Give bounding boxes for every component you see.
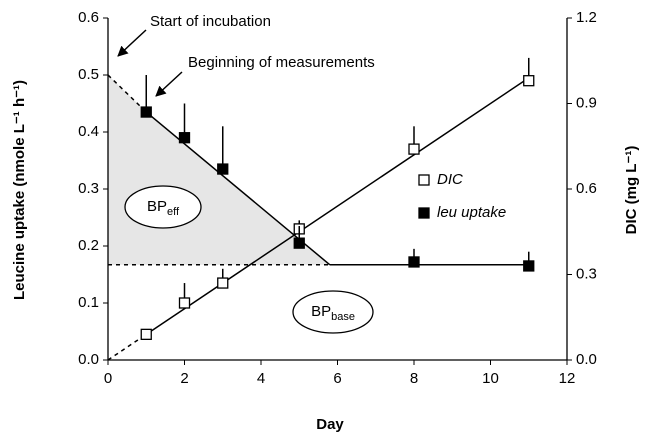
arrow: [155, 71, 183, 97]
fit-line: [107, 333, 147, 361]
x-axis-label: Day: [316, 416, 344, 433]
y2-tick-label: 0.3: [576, 265, 597, 282]
marker: [523, 260, 535, 272]
x-tick-label: 10: [482, 370, 499, 387]
y2-tick-label: 1.2: [576, 9, 597, 26]
y-axis-label: Leucine uptake (nmole L⁻¹ h⁻¹): [11, 80, 28, 300]
marker: [523, 75, 535, 87]
legend-marker: [418, 174, 430, 186]
y-tick-label: 0.0: [78, 351, 99, 368]
arrow: [117, 29, 147, 57]
marker: [217, 163, 229, 175]
x-tick-label: 4: [257, 370, 265, 387]
x-tick-label: 8: [410, 370, 418, 387]
y2-tick-label: 0.0: [576, 351, 597, 368]
legend-marker: [418, 207, 430, 219]
y-tick-label: 0.2: [78, 237, 99, 254]
annotation: Start of incubation: [150, 13, 271, 30]
annotation-main: BP: [147, 198, 167, 215]
marker: [178, 132, 191, 144]
y-tick-label: 0.1: [78, 294, 99, 311]
marker: [408, 143, 420, 155]
label-ellipse: [124, 185, 202, 229]
marker: [140, 106, 152, 118]
marker: [178, 297, 191, 309]
fit-line: [145, 77, 530, 335]
y2-axis-label: DIC (mg L⁻¹): [623, 146, 640, 235]
fit-line: [107, 74, 147, 113]
x-tick-label: 6: [333, 370, 341, 387]
annotation-sub: eff: [167, 206, 180, 218]
y-tick-label: 0.4: [78, 123, 99, 140]
y-tick-label: 0.5: [78, 66, 99, 83]
annotation: BPeff: [147, 198, 180, 218]
annotation-sub: base: [331, 311, 355, 323]
y2-tick-label: 0.6: [576, 180, 597, 197]
y-tick-label: 0.6: [78, 9, 99, 26]
legend-label: DIC: [437, 171, 463, 188]
marker: [293, 237, 305, 249]
marker: [408, 256, 420, 268]
x-tick-label: 0: [104, 370, 112, 387]
y-tick-label: 0.3: [78, 180, 99, 197]
annotation-main: BP: [311, 303, 331, 320]
legend: DIC leu uptake: [418, 171, 506, 221]
annotation: Beginning of measurements: [188, 54, 375, 71]
annotation: BPbase: [311, 303, 355, 323]
y2-tick-label: 0.9: [576, 94, 597, 111]
legend-label: leu uptake: [437, 204, 506, 221]
x-tick-label: 2: [180, 370, 188, 387]
marker: [140, 328, 152, 341]
label-ellipse: [292, 290, 374, 334]
plot-layer: 0 2 4 6 8 10 120.00.10.20.30.40.50.60.00.30.60…: [78, 9, 597, 387]
x-tick-label: 12: [559, 370, 576, 387]
marker: [217, 277, 229, 289]
